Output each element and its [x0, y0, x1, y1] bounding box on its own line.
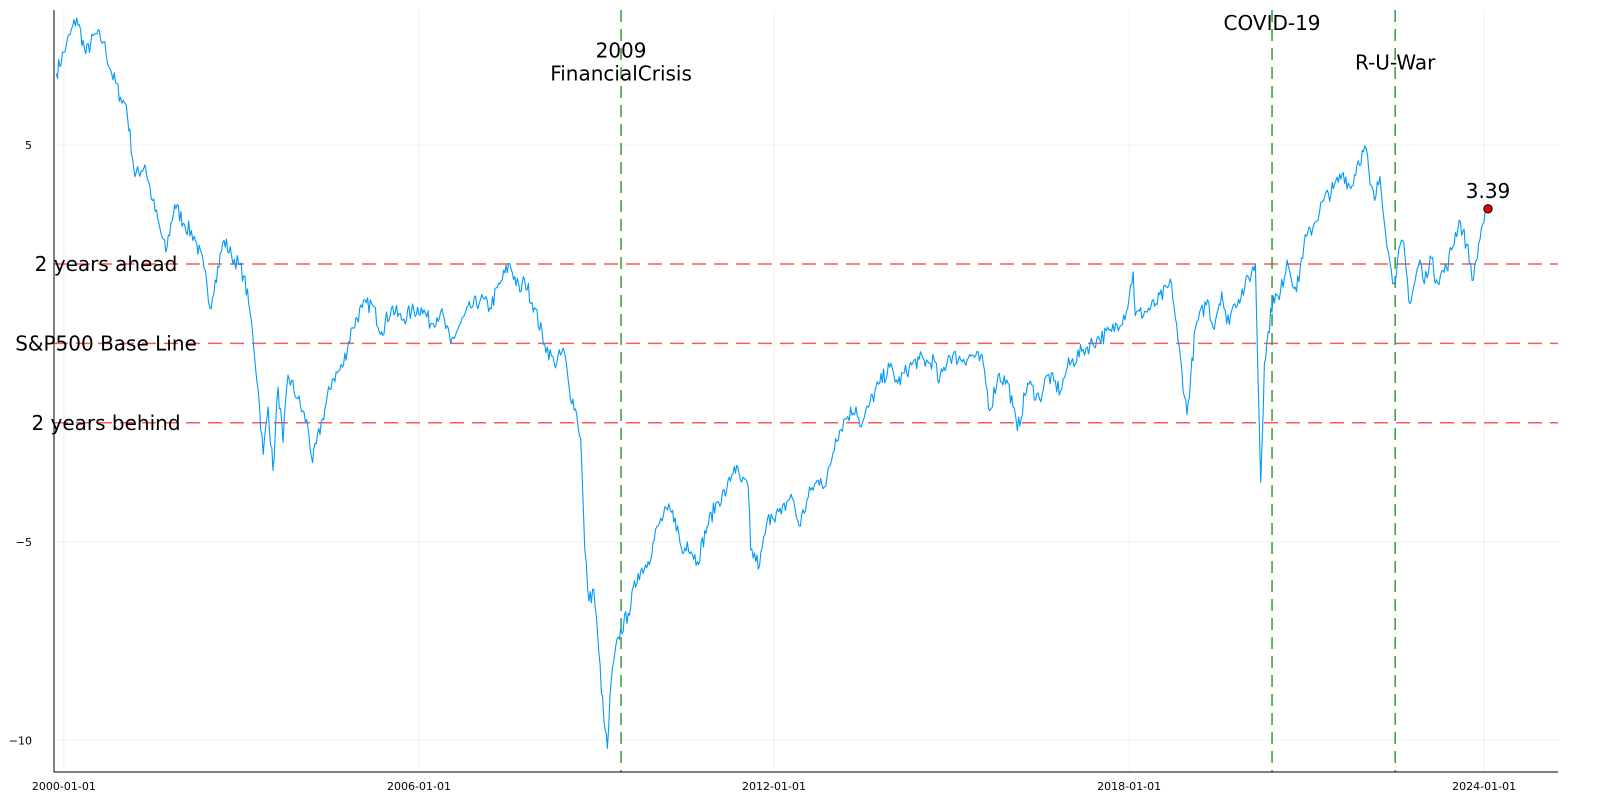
series-line	[55, 17, 1489, 749]
last-value-label: 3.39	[1466, 179, 1511, 203]
last-value-marker	[1483, 204, 1493, 214]
event-label: COVID-19	[1224, 11, 1321, 35]
event-vlines	[620, 10, 1396, 772]
hline-label: 2 years ahead	[35, 252, 178, 276]
annotations: 2 years ahead S&P500 Base Line 2 years beh…	[15, 11, 1510, 435]
event-label: FinancialCrisis	[550, 62, 692, 86]
y-tick-label: −5	[16, 536, 32, 549]
x-tick-label: 2000-01-01	[32, 780, 96, 793]
hline-label: 2 years behind	[31, 411, 180, 435]
reference-hlines	[54, 263, 1558, 424]
event-label: R-U-War	[1355, 51, 1436, 75]
y-tick-label: −10	[9, 734, 32, 747]
hline-label: S&P500 Base Line	[15, 331, 197, 355]
series-layer	[55, 17, 1493, 749]
x-tick-label: 2024-01-01	[1452, 780, 1516, 793]
y-tick-label: 5	[25, 139, 32, 152]
x-tick-label: 2012-01-01	[742, 780, 806, 793]
axes: 2000-01-01 2006-01-01 2012-01-01 2018-01-01…	[9, 10, 1558, 793]
grid	[54, 10, 1558, 772]
x-tick-label: 2018-01-01	[1097, 780, 1161, 793]
event-label: 2009	[596, 39, 647, 63]
x-tick-label: 2006-01-01	[387, 780, 451, 793]
